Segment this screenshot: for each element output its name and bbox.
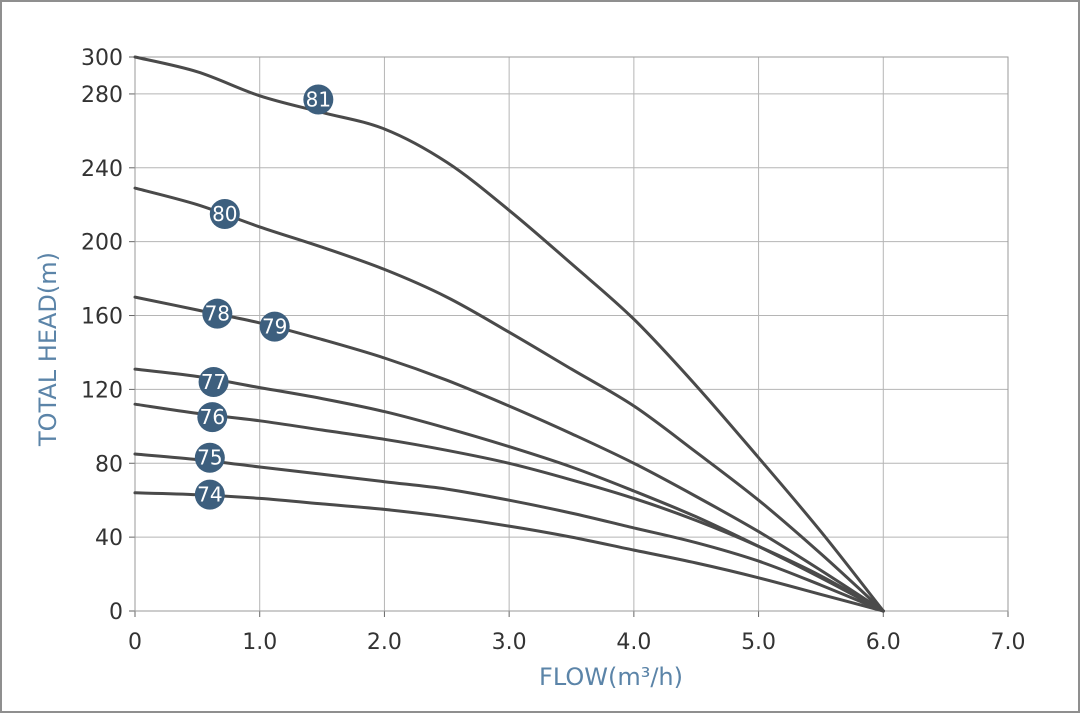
curve-label-text: 74 [197,483,222,507]
curve-label-79: 79 [259,311,290,342]
curve-label-badge [202,298,233,329]
y-axis-label: TOTAL HEAD(m) [34,252,62,447]
y-tick-label: 80 [95,452,123,477]
curve-label-badge [194,479,225,510]
y-tick-label: 120 [81,378,123,403]
curve-label-text: 80 [212,202,237,226]
x-tick-label: 0 [128,630,142,655]
curve-label-text: 78 [205,302,230,326]
curve-label-badge [209,198,240,229]
curve-label-text: 75 [197,446,222,470]
x-tick-label: 3.0 [492,630,527,655]
y-tick-label: 200 [81,231,123,256]
y-tick-label: 300 [81,46,123,71]
curve-label-text: 81 [306,87,331,111]
tick-labels: 0 40 80 120 160 200 240 280 300 0 1.0 2.0 3.0 4.0 5.0 6… [81,46,1026,655]
x-tick-label: 6.0 [866,630,901,655]
curve-label-75: 75 [194,442,225,473]
x-tick-label: 2.0 [367,630,402,655]
curve-80 [133,186,885,613]
curve-label-text: 77 [201,370,226,394]
curve-76 [133,402,885,613]
grid [129,56,1009,617]
x-tick-label: 4.0 [616,630,651,655]
curve-label-78: 78 [202,298,233,329]
x-tick-label: 5.0 [741,630,776,655]
curve-label-80: 80 [209,198,240,229]
curve-label-badge [194,442,225,473]
x-tick-label: 7.0 [991,630,1026,655]
curve-label-76: 76 [197,402,228,433]
y-tick-label: 0 [109,600,123,625]
curve-75 [133,452,885,613]
plot-area [134,56,1009,612]
curve-label-badge [198,367,229,398]
curve-label-text: 79 [262,315,287,339]
curve-label-81: 81 [303,84,334,115]
x-tick-label: 1.0 [242,630,277,655]
y-tick-label: 240 [81,157,123,182]
curve-label-badge [259,311,290,342]
y-tick-label: 40 [95,526,123,551]
y-tick-label: 280 [81,83,123,108]
curve-label-77: 77 [198,367,229,398]
curve-label-text: 76 [200,405,225,429]
curve-74 [133,491,885,613]
curve-81 [133,55,885,613]
x-axis-label: FLOW(m³/h) [539,663,683,691]
curve-label-badge [197,402,228,433]
curve-labels: 81 80 79 78 77 76 75 74 [194,84,334,510]
y-tick-label: 160 [81,305,123,330]
curve-label-badge [303,84,334,115]
curve-label-74: 74 [194,479,225,510]
